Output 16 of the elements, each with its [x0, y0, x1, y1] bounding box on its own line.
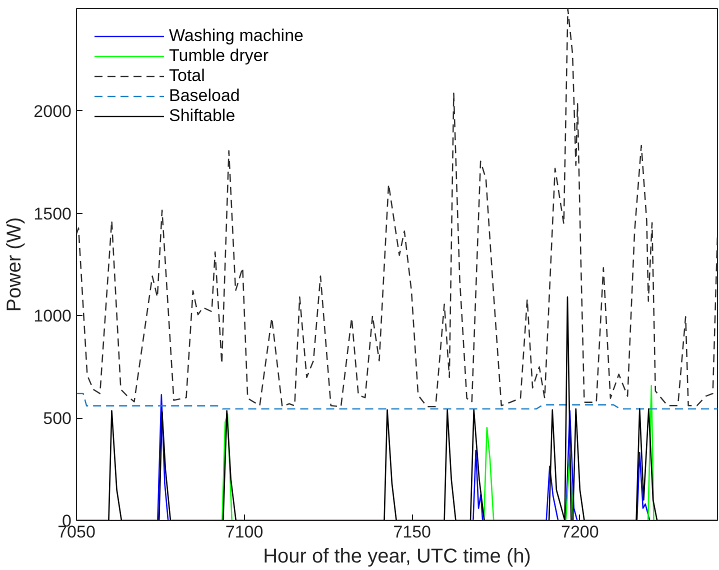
legend-label: Tumble dryer: [169, 46, 269, 66]
y-tick-label: 1000: [34, 306, 72, 326]
line-series: [76, 8, 718, 408]
y-tick-label: 1500: [34, 204, 72, 224]
x-tick-label: 7100: [225, 522, 264, 542]
x-axis-title: Hour of the year, UTC time (h): [263, 546, 531, 568]
legend-label: Total: [169, 66, 205, 86]
legend-label: Baseload: [169, 86, 240, 106]
line-series: [76, 392, 718, 410]
y-tick-label: 2000: [34, 102, 72, 121]
legend-label: Shiftable: [169, 106, 236, 126]
legend-label: Washing machine: [169, 26, 304, 46]
x-tick-label: 7200: [560, 522, 599, 542]
y-axis-title: Power (W): [4, 217, 26, 312]
x-tick-label: 7150: [393, 522, 432, 542]
y-tick-label: 500: [43, 409, 72, 428]
